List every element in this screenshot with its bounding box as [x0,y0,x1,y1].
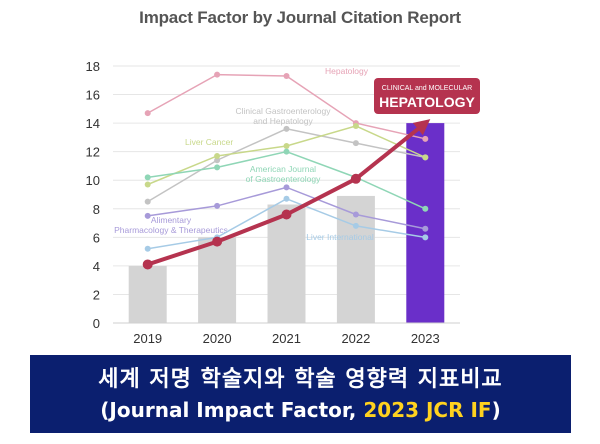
journal-logo-box [374,78,480,114]
series-point [352,211,359,218]
series-point [422,205,429,212]
series-label-line: and Hepatology [253,116,313,126]
x-tick-label: 2021 [272,331,301,346]
chart-title: Impact Factor by Journal Citation Report [139,8,461,27]
series-label-line: Liver International [306,232,374,242]
highlight-point [212,236,223,247]
y-tick-label: 12 [86,145,100,160]
series-point [283,184,290,191]
series-point [144,110,151,117]
x-tick-label: 2020 [203,331,232,346]
highlight-point [350,173,361,184]
series-point [422,154,429,161]
series-point [422,135,429,142]
series-point [144,212,151,219]
x-tick-label: 2019 [133,331,162,346]
series-point [144,245,151,252]
highlight-point [281,209,292,220]
x-tick-label: 2023 [411,331,440,346]
x-tick-label: 2022 [341,331,370,346]
bar-2023 [406,123,445,323]
series-label-line: Clinical Gastroenterology [236,106,332,116]
bar-2019 [128,265,167,323]
series-point [214,152,221,159]
series-point [144,181,151,188]
journal-logo-name: HEPATOLOGY [379,94,475,110]
highlight-point [142,259,153,270]
series-label-line: Pharmacology & Therapeutics [114,225,228,235]
series-label-line: Hepatology [325,66,369,76]
series-point [214,164,221,171]
y-tick-label: 10 [86,173,100,188]
series-point [144,198,151,205]
series-point [214,157,221,164]
series-point [352,222,359,229]
series-label: American Journal of Gastroenterology [246,164,321,184]
series-label: Clinical Gastroenterology and Hepatology [236,106,332,126]
series-point [283,125,290,132]
series-label-line: of Gastroenterology [246,174,321,184]
journal-logo-subtitle: CLINICAL and MOLECULAR [382,85,472,92]
comparison-banner: 세계 저명 학술지와 학술 영향력 지표비교 (Journal Impact F… [30,355,571,433]
y-tick-label: 14 [86,116,100,131]
series-label: Liver Cancer [185,137,233,147]
series-point [352,140,359,147]
series-label-line: Alimentary [151,215,192,225]
banner-subtitle-highlight: 2023 JCR IF [363,398,492,422]
series-point [422,234,429,241]
y-tick-label: 0 [93,316,100,331]
series-label: Liver International [306,232,374,242]
y-tick-label: 6 [93,230,100,245]
series-point [214,71,221,78]
banner-subtitle: (Journal Impact Factor, 2023 JCR IF) [30,398,571,422]
y-tick-label: 8 [93,202,100,217]
bar-2020 [198,237,237,323]
series-point [283,195,290,202]
impact-factor-chart: 0 2 4 6 8 10 12 14 16 18 2019 2020 2021 2022 2023 Hepat… [86,59,480,346]
series-label-line: Liver Cancer [185,137,233,147]
series-point [214,202,221,209]
series-label: Alimentary Pharmacology & Therapeutics [114,215,228,235]
series-point [283,148,290,155]
series-label: Hepatology [325,66,369,76]
series-point [352,122,359,129]
banner-subtitle-prefix: (Journal Impact Factor, [100,398,364,422]
y-tick-label: 16 [86,88,100,103]
series-point [283,72,290,79]
series-point [283,142,290,149]
y-tick-label: 4 [93,259,100,274]
banner-title: 세계 저명 학술지와 학술 영향력 지표비교 [98,367,503,392]
series-point [144,174,151,181]
banner-subtitle-suffix: ) [491,398,501,422]
series-label-line: American Journal [250,164,316,174]
y-tick-label: 2 [93,287,100,302]
bar-2021 [267,204,306,323]
y-tick-label: 18 [86,59,100,74]
series-point [422,225,429,232]
